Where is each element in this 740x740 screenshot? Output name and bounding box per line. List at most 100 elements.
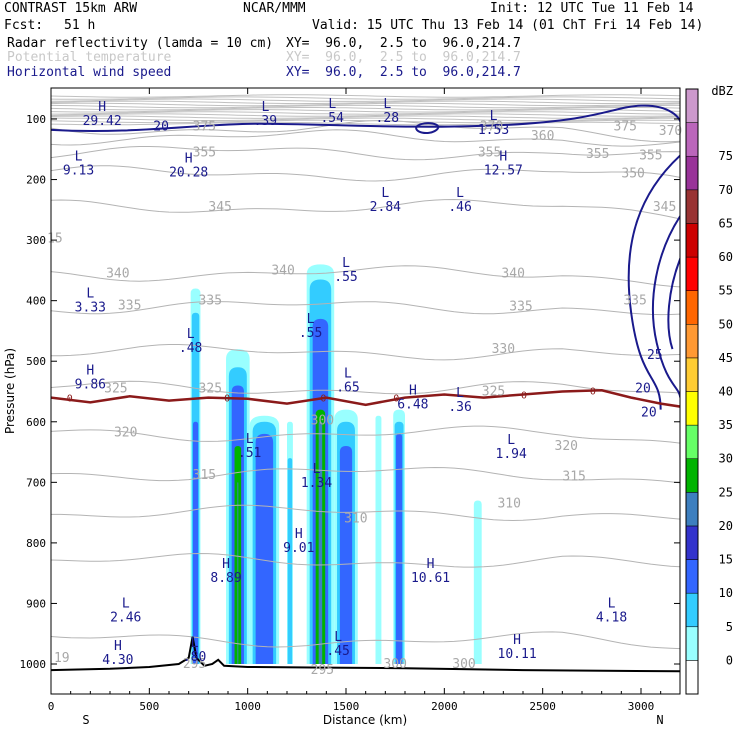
colorbar-swatch (685, 155, 699, 191)
theta-label: 295 (183, 657, 206, 672)
reflectivity-column (473, 500, 482, 664)
model-title: CONTRAST 15km ARW (4, 1, 138, 16)
theta-label: 310 (344, 512, 367, 527)
extremum-letter: L (122, 597, 130, 612)
x-tick-label: 0 (48, 700, 55, 713)
extremum-value: .51 (238, 446, 261, 461)
colorbar-swatch (685, 357, 699, 392)
axis-end-left: S (82, 713, 89, 727)
extremum-letter: L (307, 312, 315, 327)
theta-contour-upper (51, 96, 680, 100)
reflectivity-column (339, 446, 353, 664)
zero-isotherm-label: 0 (320, 394, 326, 405)
extremum-letter: L (261, 100, 269, 115)
y-tick-label: 300 (26, 234, 46, 247)
y-tick-label: 100 (26, 113, 46, 126)
extremum-value: 10.11 (498, 647, 537, 662)
extremum-value: 2.84 (370, 200, 401, 215)
y-tick-label: 200 (26, 174, 46, 187)
theta-contour-upper (51, 98, 680, 102)
theta-label: 310 (497, 497, 520, 512)
theta-label: 315 (562, 469, 585, 484)
y-tick-label: 400 (26, 295, 46, 308)
reflectivity-column (287, 458, 293, 664)
forecast-hour-value: 51 h (64, 18, 96, 33)
axes-layer: 0 500 1000 1500 2000 2500 30001002003004005006… (3, 88, 680, 727)
colorbar-swatch (685, 525, 699, 560)
theta-label: 330 (492, 342, 515, 357)
extremum-value: .54 (320, 111, 344, 126)
reflectivity-column (237, 482, 239, 664)
theta-label: 300 (452, 657, 475, 672)
theta-contour-upper (51, 107, 680, 111)
extremum-value: 12.57 (484, 164, 523, 179)
extremum-letter: H (98, 100, 106, 115)
extremum-value: 9.86 (75, 377, 106, 392)
extremum-letter: L (328, 97, 336, 112)
theta-label: 19 (54, 651, 70, 666)
extremum-letter: H (513, 633, 521, 648)
extremum-value: .39 (254, 114, 277, 129)
extremum-letter: L (381, 186, 389, 201)
extremum-letter: H (427, 557, 435, 572)
y-tick-label: 900 (26, 597, 46, 610)
extremum-letter: L (608, 597, 616, 612)
x-tick-label: 1000 (234, 700, 261, 713)
zero-isotherm-label: 0 (393, 394, 399, 405)
extremum-letter: H (114, 639, 122, 654)
extremum-value: 4.30 (102, 653, 133, 668)
extremum-value: 29.42 (83, 114, 122, 129)
terrain-line (51, 636, 680, 673)
theta-contour-upper (51, 111, 680, 115)
theta-label: 375 (193, 119, 216, 134)
wind-contour (651, 215, 680, 398)
theta-contour (51, 129, 680, 147)
extremum-letter: L (86, 287, 94, 302)
theta-label: 345 (653, 200, 676, 215)
theta-contour-upper (51, 102, 680, 107)
colorbar-label: 35 (719, 418, 733, 432)
zero-isotherm-label: 0 (67, 394, 73, 405)
extremum-value: 6.48 (397, 397, 428, 412)
theta-label: 345 (208, 200, 231, 215)
colorbar-unit: dBZ (711, 84, 733, 98)
colorbar-label: 0 (726, 653, 733, 667)
extremum-value: .36 (448, 400, 471, 415)
theta-label: 355 (586, 147, 609, 162)
colorbar-label: 75 (719, 149, 733, 163)
extremum-value: 1.34 (301, 476, 332, 491)
colorbar-frame (685, 88, 699, 695)
terrain-layer (51, 636, 680, 673)
theta-contour-upper (51, 121, 680, 126)
colorbar-swatch (685, 256, 699, 291)
wind-label: 20 (641, 406, 657, 421)
theta-contour-upper (51, 113, 680, 117)
colorbar-label: 5 (726, 620, 733, 634)
theta-label: 335 (118, 299, 141, 314)
extremum-letter: H (185, 151, 193, 166)
y-tick-label: 500 (26, 355, 46, 368)
theta-label: 370 (659, 124, 682, 139)
extremum-value: 2.46 (110, 611, 141, 626)
extremum-letter: L (456, 186, 464, 201)
reflectivity-fill-layer (190, 264, 482, 664)
extremum-letter: L (490, 109, 498, 124)
extremum-letter: L (383, 97, 391, 112)
wind-contour (667, 257, 680, 350)
theta-contour (51, 165, 680, 182)
wind-contour-layer (51, 104, 680, 410)
org-label: NCAR/MMM (243, 1, 306, 16)
wind-label: 20 (153, 119, 169, 134)
wind-contour (51, 104, 680, 133)
colorbar-label: 60 (719, 250, 733, 264)
extremum-value: 1.94 (496, 447, 527, 462)
colorbar-swatch (685, 290, 699, 325)
reflectivity-column (396, 433, 403, 664)
theta-contour-upper (51, 109, 680, 113)
theta-label: 320 (555, 439, 578, 454)
theta-label: 335 (509, 300, 532, 315)
zero-isotherm-label: 0 (521, 391, 527, 402)
extremum-value: .45 (326, 644, 349, 659)
extremum-value: 9.13 (63, 164, 94, 179)
